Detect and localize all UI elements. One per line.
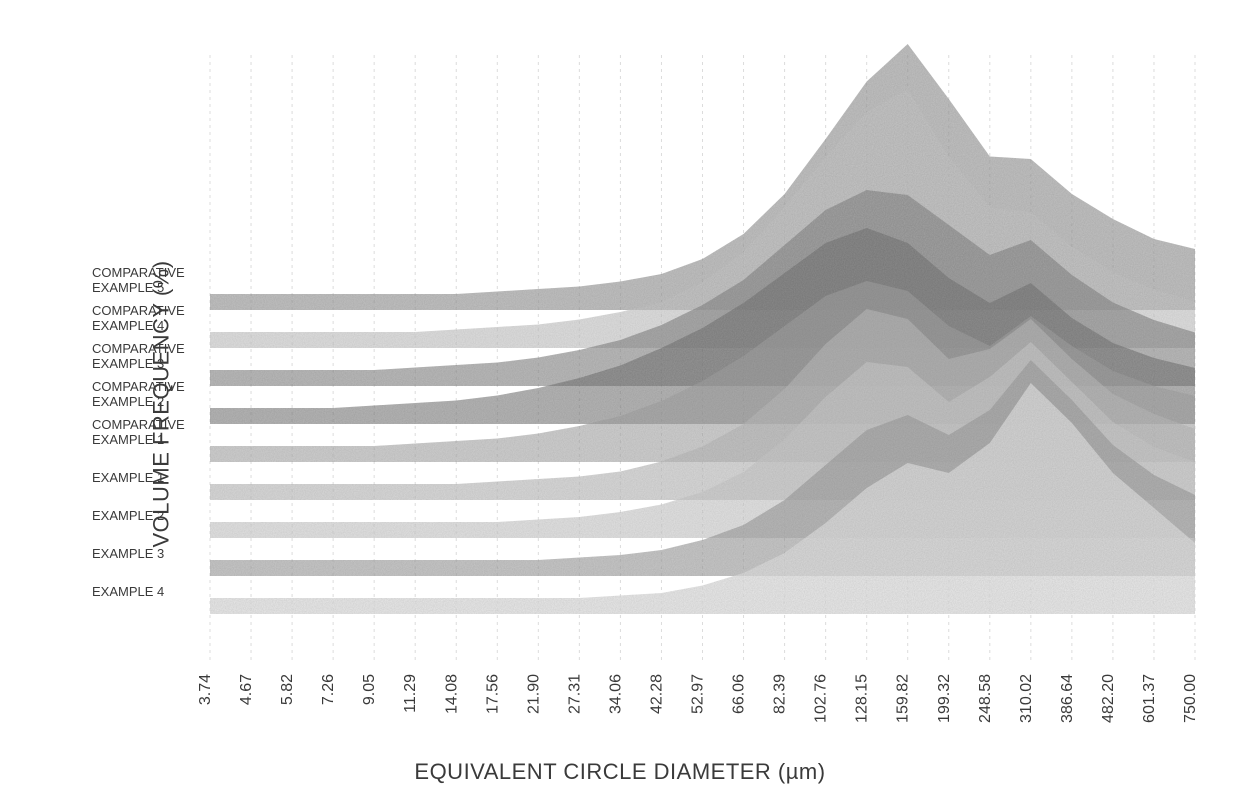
ridgeline-chart: COMPARATIVEEXAMPLE 5COMPARATIVEEXAMPLE 4… bbox=[0, 0, 1240, 807]
x-tick-label: 248.58 bbox=[977, 674, 994, 723]
x-tick-label: 21.90 bbox=[525, 674, 542, 714]
x-tick-label: 199.32 bbox=[936, 674, 953, 723]
y-axis-label: VOLUME FREQUENCY (%) bbox=[149, 260, 175, 547]
series-label: EXAMPLE 4 bbox=[92, 584, 164, 599]
x-tick-label: 601.37 bbox=[1141, 674, 1158, 723]
x-tick-label: 482.20 bbox=[1100, 674, 1117, 723]
x-tick-label: 4.67 bbox=[238, 674, 255, 705]
x-tick-label: 27.31 bbox=[566, 674, 583, 714]
x-axis-label: EQUIVALENT CIRCLE DIAMETER (µm) bbox=[0, 759, 1240, 785]
x-tick-label: 52.97 bbox=[690, 674, 707, 714]
x-tick-label: 66.06 bbox=[731, 674, 748, 714]
x-tick-label: 5.82 bbox=[279, 674, 296, 705]
x-tick-label: 11.29 bbox=[402, 674, 419, 713]
x-tick-label: 17.56 bbox=[484, 674, 501, 714]
x-tick-label: 7.26 bbox=[320, 674, 337, 705]
x-tick-label: 310.02 bbox=[1018, 674, 1035, 723]
x-tick-label: 3.74 bbox=[197, 674, 214, 705]
x-tick-label: 34.06 bbox=[607, 674, 624, 714]
x-tick-label: 102.76 bbox=[813, 674, 830, 723]
x-tick-label: 82.39 bbox=[772, 674, 789, 714]
x-tick-label: 9.05 bbox=[361, 674, 378, 705]
series-label: EXAMPLE 3 bbox=[92, 546, 164, 561]
x-tick-label: 159.82 bbox=[895, 674, 912, 723]
x-tick-label: 14.08 bbox=[443, 674, 460, 714]
chart-container: VOLUME FREQUENCY (%) COMPARATIVEEXAMPLE … bbox=[0, 0, 1240, 807]
x-tick-label: 128.15 bbox=[854, 674, 871, 723]
x-tick-label: 750.00 bbox=[1182, 674, 1199, 723]
x-tick-label: 386.64 bbox=[1059, 674, 1076, 723]
x-tick-label: 42.28 bbox=[648, 674, 665, 714]
